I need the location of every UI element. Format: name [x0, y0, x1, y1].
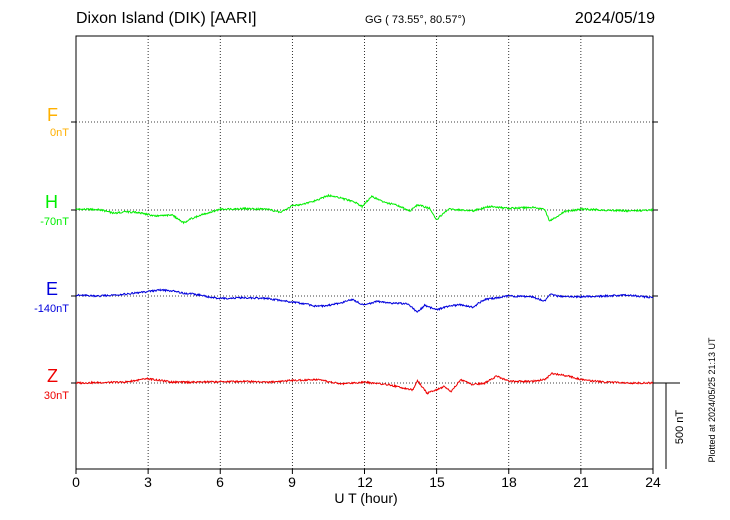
offset-label-h: -70nT — [40, 216, 69, 228]
x-tick-label: 0 — [72, 474, 80, 490]
plotted-timestamp: Plotted at 2024/05/25 21:13 UT — [707, 337, 717, 463]
series-label-e: E — [45, 279, 58, 299]
x-tick-label: 6 — [216, 474, 224, 490]
x-tick-label: 15 — [429, 474, 445, 490]
series-line-h — [75, 193, 654, 225]
date-label: 2024/05/19 — [574, 10, 655, 27]
x-tick-label: 3 — [144, 474, 152, 490]
x-tick-label: 12 — [357, 474, 373, 490]
coordinates-label: GG ( 73.55°, 80.57°) — [365, 14, 466, 26]
series-line-e — [75, 288, 654, 313]
scale-bar — [653, 382, 680, 469]
series-line-z — [75, 372, 653, 395]
x-axis-label: U T (hour) — [334, 490, 398, 506]
offset-label-z: 30nT — [43, 390, 69, 402]
x-tick-label: 9 — [288, 474, 296, 490]
series-label-z: Z — [47, 366, 58, 386]
scale-bar-label: 500 nT — [674, 409, 686, 445]
series-label-h: H — [45, 192, 58, 212]
x-tick-label: 24 — [645, 474, 661, 490]
series-lines — [75, 193, 654, 395]
station-title: Dixon Island (DIK) [AARI] — [76, 10, 257, 27]
offset-label-f: 0nT — [50, 127, 69, 139]
offset-label-e: -140nT — [34, 303, 69, 315]
series-label-f: F — [47, 105, 58, 125]
x-tick-label: 18 — [501, 474, 517, 490]
grid-lines — [76, 36, 653, 469]
x-tick-label: 21 — [573, 474, 589, 490]
